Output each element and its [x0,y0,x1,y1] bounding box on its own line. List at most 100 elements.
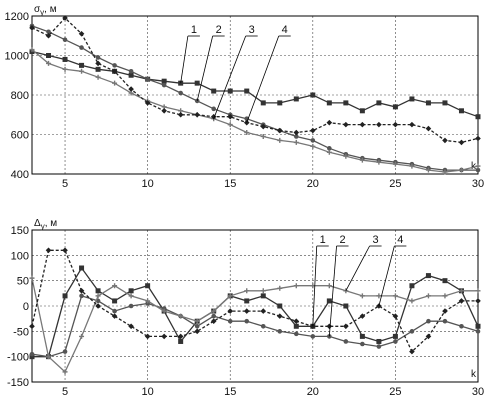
data-point-3 [227,122,233,128]
data-point-3 [376,159,382,165]
data-point-2 [393,339,398,344]
data-point-4 [177,111,184,118]
data-point-1 [293,323,299,329]
data-point-4 [62,15,68,21]
data-point-4 [29,25,35,31]
data-point-4 [442,308,448,314]
data-point-1 [211,88,217,94]
data-point-1 [194,80,200,86]
delta-chart: -150 -100 -50 0 50 100 150 5 10 15 20 25 30 Δy, м k 1 2 3… [7,218,484,398]
x-tick-label: 5 [62,386,68,398]
data-point-3 [376,293,382,299]
data-point-1 [343,100,349,106]
data-point-2 [475,167,481,173]
data-point-2 [194,323,200,329]
data-point-4 [392,121,399,128]
data-point-4 [161,333,167,340]
curve-label-leader [213,35,247,119]
data-point-3 [161,308,167,314]
data-point-3 [29,47,35,53]
data-point-3 [145,298,151,304]
data-point-3 [326,149,332,155]
series-line-4 [31,249,478,353]
curve-label-3: 3 [373,234,379,246]
data-point-1 [392,333,398,339]
y-tick-label: 800 [11,90,29,102]
data-point-2 [475,329,481,334]
data-point-3 [46,354,52,360]
data-point-4 [376,121,382,128]
data-point-2 [244,318,250,324]
data-point-4 [227,113,234,120]
data-point-3 [112,283,118,289]
series-line-2 [31,295,479,358]
data-point-3 [475,288,481,294]
series-line-1 [32,266,479,358]
data-point-1 [128,288,134,294]
data-point-2 [260,323,266,329]
data-point-1 [458,108,464,114]
curve-label-1: 1 [320,234,326,246]
data-point-4 [161,108,167,114]
data-point-2 [310,138,316,143]
y-tick-label: 400 [11,169,29,181]
curve-label-4: 4 [282,24,288,36]
y-tick-label: 50 [17,276,29,288]
data-point-3 [260,288,266,294]
data-point-4 [128,86,134,92]
data-point-3 [425,167,431,173]
data-point-2 [161,82,167,88]
x-tick-label: 15 [224,386,236,398]
data-point-3 [277,285,283,291]
data-point-3 [475,163,481,169]
data-point-1 [326,100,332,106]
data-point-3 [244,130,250,136]
data-point-1 [326,298,332,304]
data-point-1 [95,288,101,294]
data-point-4 [45,247,52,254]
data-point-4 [260,123,267,130]
data-point-4 [128,323,134,330]
data-point-2 [79,45,84,50]
data-point-4 [326,119,333,126]
data-point-3 [392,161,398,167]
series-line-3 [31,277,478,373]
curve-label-4: 4 [397,234,403,246]
data-point-1 [277,100,283,106]
data-point-3 [458,167,464,173]
data-point-4 [475,298,481,304]
data-point-4 [310,127,316,134]
data-point-3 [359,293,365,299]
data-point-1 [161,78,167,84]
y-tick-label: -150 [7,377,29,389]
x-tick-label: 5 [62,178,68,190]
data-point-1 [425,100,431,106]
data-point-3 [293,283,299,289]
data-point-4 [177,333,184,340]
data-point-1 [178,338,184,344]
data-point-2 [310,334,316,339]
data-point-2 [112,308,117,314]
data-point-2 [293,331,299,337]
data-point-4 [78,288,85,294]
data-point-3 [79,68,85,74]
data-point-4 [144,100,151,106]
y-tick-label: 100 [11,250,29,262]
data-point-3 [62,66,68,72]
data-point-3 [79,333,85,339]
data-point-3 [211,308,217,314]
data-point-1 [475,323,481,329]
data-point-3 [128,293,134,299]
data-point-2 [112,63,117,68]
data-point-1 [46,53,52,58]
data-point-4 [458,298,465,304]
data-point-1 [79,265,85,271]
y-axis-label: Δy, м [34,218,57,231]
curve-label-1: 1 [191,24,197,36]
data-point-1 [79,62,85,68]
x-axis-label: k [471,369,477,380]
data-point-1 [277,303,283,309]
data-point-3 [95,293,101,299]
